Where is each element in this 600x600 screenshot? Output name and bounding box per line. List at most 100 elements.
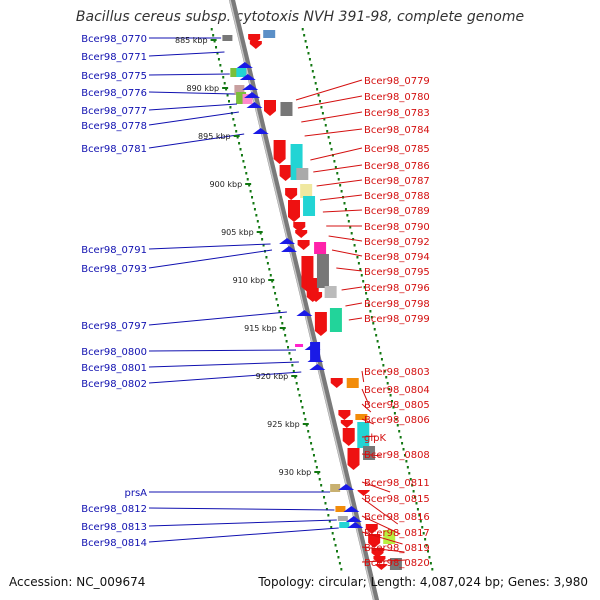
right-label-Bcer98_0785: Bcer98_0785 xyxy=(364,144,430,155)
forward-arrow-3 xyxy=(273,140,286,164)
forward-arrow-9 xyxy=(297,240,310,250)
kbp-label-920: 920 kbp xyxy=(256,372,289,381)
right-line-Bcer98_0784 xyxy=(304,128,363,137)
forward-arrow-7 xyxy=(293,222,306,232)
tick-dot-outer xyxy=(314,82,317,85)
right-box-6 xyxy=(314,242,327,254)
tick-dot-outer xyxy=(392,406,395,409)
tick-dot-outer xyxy=(310,64,313,67)
tick-dot-outer xyxy=(308,58,311,61)
tick-dot-outer xyxy=(373,328,376,331)
tick-dot-inner xyxy=(308,436,311,439)
kbp-label-895: 895 kbp xyxy=(198,132,231,141)
left-box-1 xyxy=(230,68,241,77)
tick-dot-inner xyxy=(300,400,302,403)
right-box-12 xyxy=(357,422,370,448)
right-label-Bcer98_0811: Bcer98_0811 xyxy=(364,478,430,489)
tick-dot-outer xyxy=(340,190,343,193)
tick-dot-outer xyxy=(336,172,339,175)
tick-dot-inner xyxy=(334,544,337,547)
reverse-arrow-8 xyxy=(296,310,313,316)
tick-dot-inner xyxy=(236,136,239,139)
tick-dot-inner xyxy=(292,370,295,373)
tick-dot-outer xyxy=(346,214,349,217)
right-line-Bcer98_0792 xyxy=(328,235,363,242)
tick-dot-inner xyxy=(312,454,315,457)
tick-dot-inner xyxy=(259,232,262,235)
right-label-Bcer98_0808: Bcer98_0808 xyxy=(364,450,430,461)
right-label-Bcer98_0788: Bcer98_0788 xyxy=(364,191,430,202)
tick-dot-inner xyxy=(269,274,272,277)
right-line-Bcer98_0785 xyxy=(310,147,363,161)
right-label-Bcer98_0787: Bcer98_0787 xyxy=(364,176,430,187)
tick-dot-outer xyxy=(405,460,408,463)
tick-dot-inner xyxy=(265,256,268,259)
tick-dot-inner xyxy=(279,316,282,319)
tick-dot-inner xyxy=(298,394,301,397)
right-line-Bcer98_0819 xyxy=(361,546,405,553)
tick-dot-outer xyxy=(398,430,401,433)
right-box-3 xyxy=(296,168,309,180)
left-label-Bcer98_0770: Bcer98_0770 xyxy=(81,34,147,45)
right-label-Bcer98_0779: Bcer98_0779 xyxy=(364,76,430,87)
left-label-Bcer98_0793: Bcer98_0793 xyxy=(81,264,147,275)
tick-dot-outer xyxy=(429,562,432,565)
right-label-glpK: glpK xyxy=(364,433,386,444)
label-lines xyxy=(148,37,407,563)
left-label-Bcer98_0812: Bcer98_0812 xyxy=(81,504,147,515)
left-label-Bcer98_0814: Bcer98_0814 xyxy=(81,538,147,549)
right-box-7 xyxy=(316,254,329,288)
kbp-label-905: 905 kbp xyxy=(221,228,254,237)
tick-dot-outer xyxy=(391,400,393,403)
tick-dot-inner xyxy=(242,160,245,163)
tick-dot-inner xyxy=(282,328,285,331)
left-box-3 xyxy=(234,85,245,95)
forward-arrow-12 xyxy=(310,292,323,302)
tick-dot-outer xyxy=(379,352,382,355)
reverse-arrow-5 xyxy=(252,128,269,134)
tick-dot-inner xyxy=(258,226,261,229)
tick-dot-inner xyxy=(320,484,323,487)
right-box-5 xyxy=(303,196,316,216)
left-box-4 xyxy=(236,92,247,104)
right-label-Bcer98_0780: Bcer98_0780 xyxy=(364,92,430,103)
right-line-Bcer98_0808 xyxy=(361,453,382,457)
tick-dot-inner xyxy=(323,496,326,499)
forward-arrow-18 xyxy=(347,448,360,470)
tick-dot-outer xyxy=(323,118,326,121)
forward-arrow-4 xyxy=(279,165,292,181)
tick-dot-outer xyxy=(301,28,304,31)
tick-dot-inner xyxy=(307,430,310,433)
right-line-Bcer98_0783 xyxy=(301,111,363,123)
tick-dot-outer xyxy=(416,508,419,511)
right-label-Bcer98_0795: Bcer98_0795 xyxy=(364,267,430,278)
tick-dot-inner xyxy=(314,460,317,463)
left-line-Bcer98_0812 xyxy=(148,507,335,511)
reverse-arrow-0 xyxy=(236,62,253,68)
tick-dot-outer xyxy=(337,178,340,181)
forward-arrow-2 xyxy=(264,100,276,116)
left-line-Bcer98_0775 xyxy=(148,73,230,76)
tick-dot-inner xyxy=(328,520,331,523)
tick-dot-outer xyxy=(304,40,307,43)
right-line-Bcer98_0795 xyxy=(336,267,363,272)
reverse-arrow-7 xyxy=(281,246,298,252)
tick-dot-inner xyxy=(216,52,219,55)
kbp-label-890: 890 kbp xyxy=(187,84,220,93)
tick-dot-outer xyxy=(362,280,365,283)
forward-arrow-14 xyxy=(330,378,343,388)
right-label-Bcer98_0816: Bcer98_0816 xyxy=(364,512,430,523)
right-label-Bcer98_0794: Bcer98_0794 xyxy=(364,252,430,263)
tick-dot-outer xyxy=(327,136,330,139)
tick-dot-outer xyxy=(376,340,379,343)
left-line-Bcer98_0777 xyxy=(148,103,237,111)
left-label-Bcer98_0802: Bcer98_0802 xyxy=(81,379,147,390)
left-label-Bcer98_0776: Bcer98_0776 xyxy=(81,88,147,99)
forward-arrow-19 xyxy=(357,490,370,496)
tick-dot-inner xyxy=(288,352,291,355)
gene-labels: Bcer98_0770 Bcer98_0771 Bcer98_0775 Bcer98_… xyxy=(81,34,430,569)
right-line-Bcer98_0817 xyxy=(361,531,403,545)
right-label-Bcer98_0792: Bcer98_0792 xyxy=(364,237,430,248)
tick-dot-inner xyxy=(220,70,223,73)
